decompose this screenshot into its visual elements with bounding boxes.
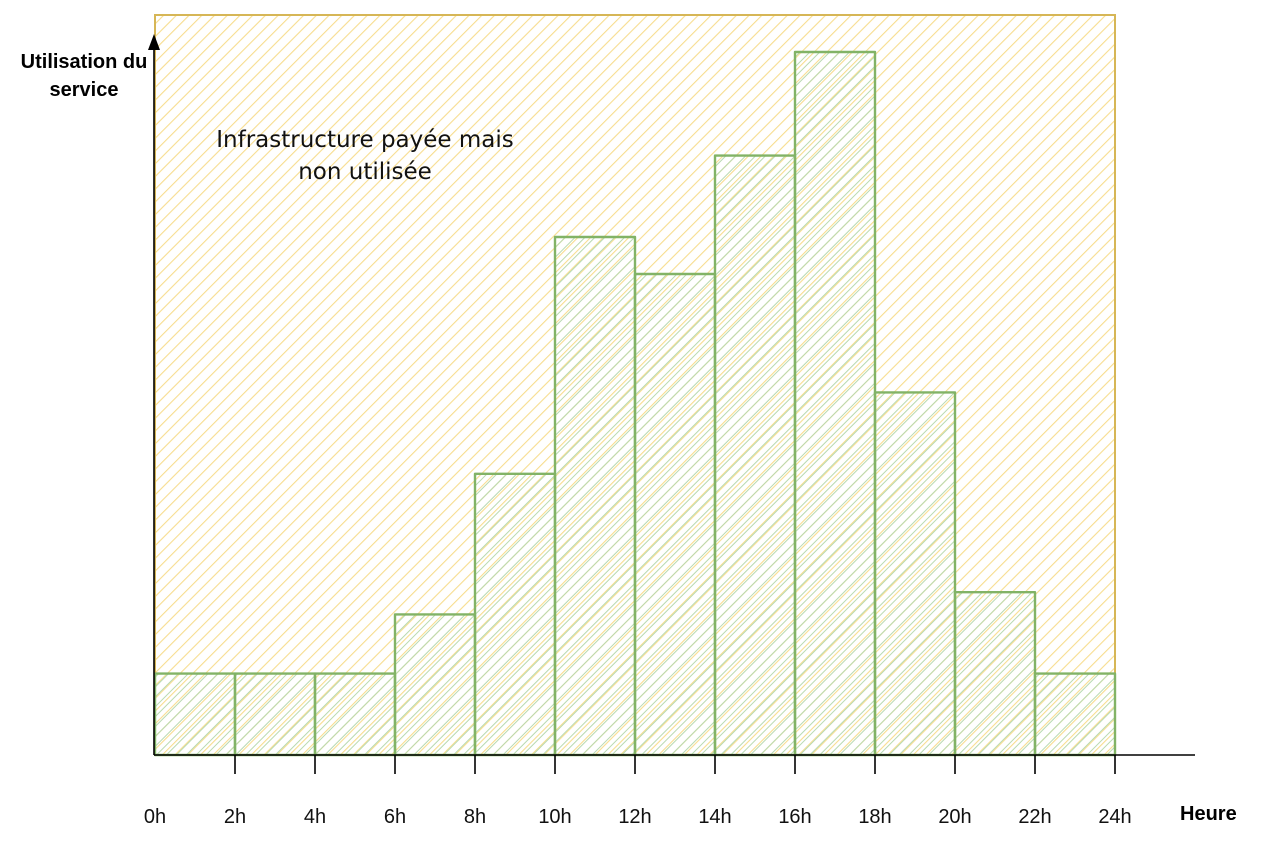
usage-bar-20h	[953, 591, 1037, 757]
x-tick-label-18h: 18h	[858, 806, 891, 828]
x-tick-label-0h: 0h	[144, 806, 166, 828]
x-axis-label: Heure	[1180, 803, 1237, 825]
usage-bar-22h	[1033, 672, 1117, 757]
usage-bar-18h	[873, 391, 957, 757]
y-axis-label: Utilisation du service	[20, 51, 148, 101]
x-tick-label-14h: 14h	[698, 806, 731, 828]
usage-bar-8h	[473, 472, 557, 757]
x-tick-label-10h: 10h	[538, 806, 571, 828]
x-tick-label-2h: 2h	[224, 806, 246, 828]
unused-capacity-annotation: Infrastructure payée mais non utilisée	[216, 127, 514, 185]
x-tick-label-16h: 16h	[778, 806, 811, 828]
usage-bar-10h	[553, 235, 637, 757]
usage-bar-0h	[153, 672, 237, 757]
x-tick-label-8h: 8h	[464, 806, 486, 828]
x-tick-label-12h: 12h	[618, 806, 651, 828]
x-tick-label-6h: 6h	[384, 806, 406, 828]
x-tick-label-20h: 20h	[938, 806, 971, 828]
usage-bar-4h	[313, 672, 397, 757]
usage-bar-2h	[233, 672, 317, 757]
usage-bar-6h	[393, 613, 477, 757]
usage-bar-16h	[793, 50, 877, 757]
x-tick-label-24h: 24h	[1098, 806, 1131, 828]
x-tick-label-22h: 22h	[1018, 806, 1051, 828]
usage-bar-14h	[713, 154, 797, 757]
usage-bar-12h	[633, 272, 717, 757]
y-axis-arrow-icon	[148, 34, 160, 50]
x-tick-label-4h: 4h	[304, 806, 326, 828]
